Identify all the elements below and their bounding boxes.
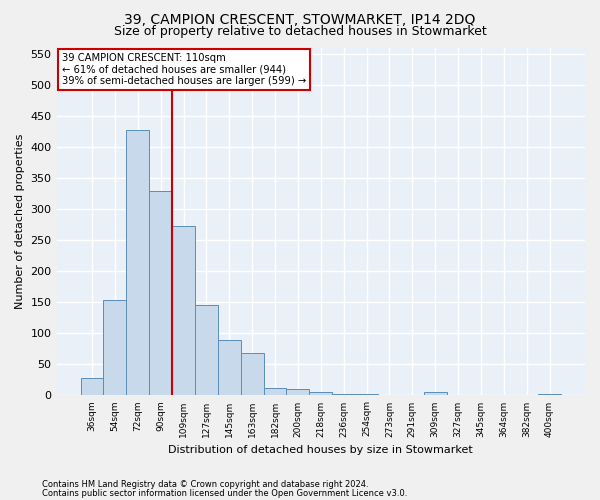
Bar bbox=[424, 392, 446, 396]
Bar bbox=[149, 191, 172, 396]
Bar bbox=[515, 395, 538, 396]
Y-axis label: Number of detached properties: Number of detached properties bbox=[15, 134, 25, 309]
Bar bbox=[127, 130, 149, 396]
Bar bbox=[332, 394, 355, 396]
Bar bbox=[80, 378, 103, 396]
Bar bbox=[446, 395, 469, 396]
Text: 39, CAMPION CRESCENT, STOWMARKET, IP14 2DQ: 39, CAMPION CRESCENT, STOWMARKET, IP14 2… bbox=[124, 12, 476, 26]
Bar bbox=[263, 388, 286, 396]
Bar bbox=[218, 340, 241, 396]
Text: Contains public sector information licensed under the Open Government Licence v3: Contains public sector information licen… bbox=[42, 488, 407, 498]
Bar bbox=[493, 395, 515, 396]
Bar bbox=[310, 392, 332, 396]
Bar bbox=[469, 395, 493, 396]
Bar bbox=[103, 300, 127, 396]
Bar bbox=[172, 226, 195, 396]
Text: Size of property relative to detached houses in Stowmarket: Size of property relative to detached ho… bbox=[113, 25, 487, 38]
X-axis label: Distribution of detached houses by size in Stowmarket: Distribution of detached houses by size … bbox=[169, 445, 473, 455]
Bar bbox=[355, 394, 378, 396]
Text: Contains HM Land Registry data © Crown copyright and database right 2024.: Contains HM Land Registry data © Crown c… bbox=[42, 480, 368, 489]
Bar bbox=[195, 306, 218, 396]
Bar bbox=[538, 394, 561, 396]
Text: 39 CAMPION CRESCENT: 110sqm
← 61% of detached houses are smaller (944)
39% of se: 39 CAMPION CRESCENT: 110sqm ← 61% of det… bbox=[62, 52, 306, 86]
Bar bbox=[286, 389, 310, 396]
Bar bbox=[401, 395, 424, 396]
Bar bbox=[241, 353, 263, 396]
Bar bbox=[378, 395, 401, 396]
